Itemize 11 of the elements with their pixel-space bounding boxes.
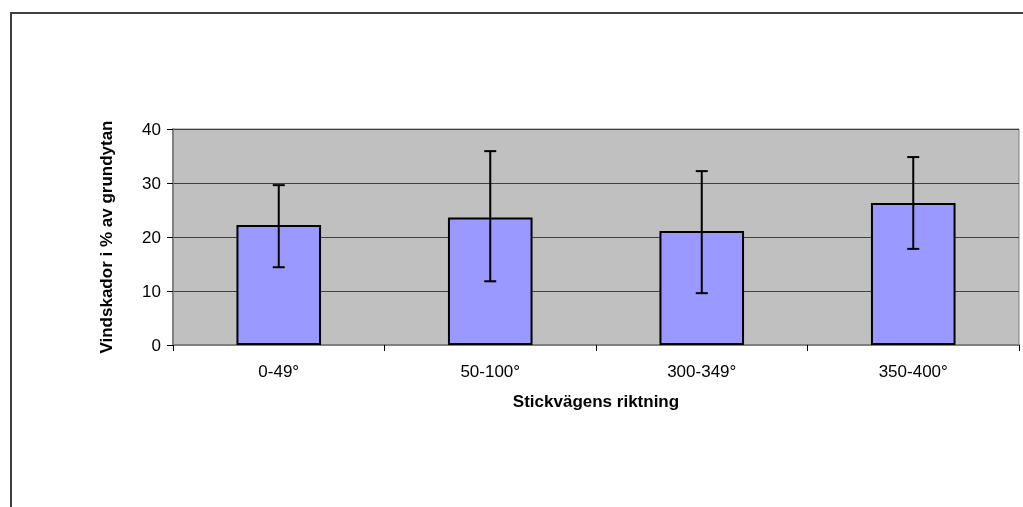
y-tick-label: 0 xyxy=(151,335,161,355)
x-tick-label: 50-100° xyxy=(460,362,521,381)
x-tick-label: 0-49° xyxy=(258,362,300,381)
x-tick-label: 300-349° xyxy=(667,362,737,381)
x-axis-title: Stickvägens riktning xyxy=(512,392,680,411)
y-tick-label: 10 xyxy=(142,281,161,301)
y-tick-label: 40 xyxy=(142,119,161,139)
y-axis-title: Vindskador i % av grundytan xyxy=(97,120,116,354)
y-tick-label: 20 xyxy=(142,227,161,247)
y-tick-label: 30 xyxy=(142,173,161,193)
x-tick-label: 350-400° xyxy=(878,362,948,381)
